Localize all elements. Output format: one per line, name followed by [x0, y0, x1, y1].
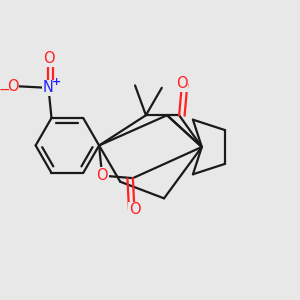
Text: −: − [0, 83, 11, 97]
Text: O: O [7, 79, 19, 94]
Text: O: O [96, 168, 108, 183]
Text: O: O [43, 51, 54, 66]
Text: N: N [43, 80, 54, 95]
Text: O: O [176, 76, 188, 91]
Text: O: O [129, 202, 140, 217]
Text: +: + [51, 77, 61, 87]
